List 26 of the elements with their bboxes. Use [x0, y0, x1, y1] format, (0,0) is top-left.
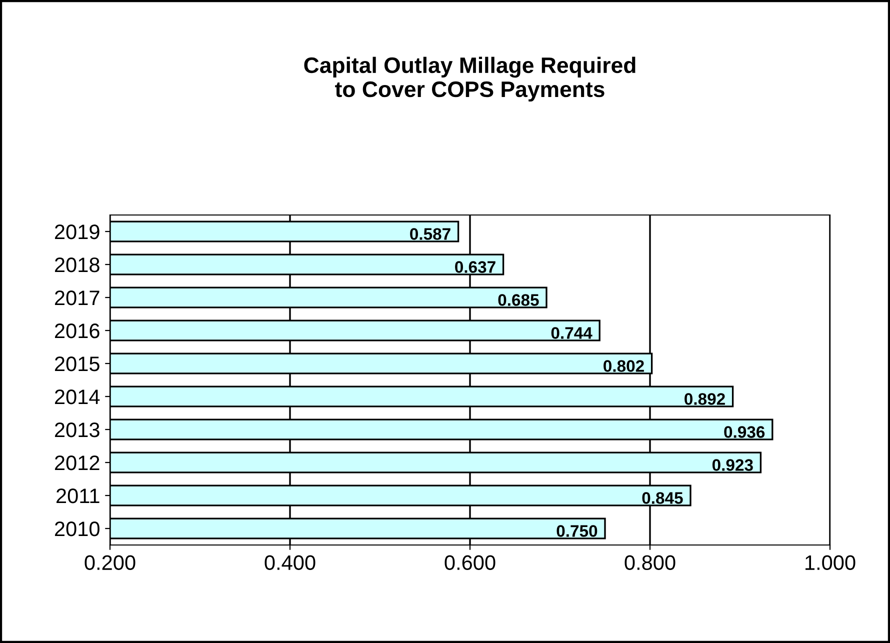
- y-tick-label: 2019: [54, 224, 100, 240]
- data-label: 0.936: [724, 426, 765, 438]
- y-tick-label: 2016: [54, 324, 100, 338]
- y-tick-label: 2014: [54, 390, 100, 404]
- data-label: 0.892: [684, 393, 725, 405]
- x-tick-label: 0.200: [84, 555, 136, 570]
- y-tick-label: 2017: [54, 290, 100, 306]
- y-tick-label: 2010: [54, 522, 100, 536]
- data-label: 0.750: [556, 525, 598, 537]
- y-tick-label: 2013: [54, 422, 100, 438]
- data-label: 0.845: [642, 492, 683, 504]
- x-tick-label: 0.400: [264, 555, 316, 570]
- y-tick-label: 2018: [54, 258, 100, 272]
- data-label: 0.685: [498, 294, 539, 306]
- data-label: 0.587: [410, 228, 450, 240]
- data-label: 0.744: [551, 327, 592, 339]
- y-tick-label: 2011: [56, 488, 100, 504]
- x-tick-label: 0.600: [444, 555, 496, 570]
- x-tick-label: 0.800: [624, 555, 676, 570]
- chart-title: Capital Outlay Millage Required to Cover COPS Payments: [304, 56, 636, 102]
- data-label: 0.923: [712, 459, 753, 471]
- data-label: 0.637: [455, 261, 496, 273]
- data-label: 0.802: [604, 360, 644, 372]
- y-tick-label: 2012: [54, 456, 100, 470]
- y-tick-label: 2015: [54, 356, 100, 372]
- x-tick-label: 1.000: [806, 555, 856, 570]
